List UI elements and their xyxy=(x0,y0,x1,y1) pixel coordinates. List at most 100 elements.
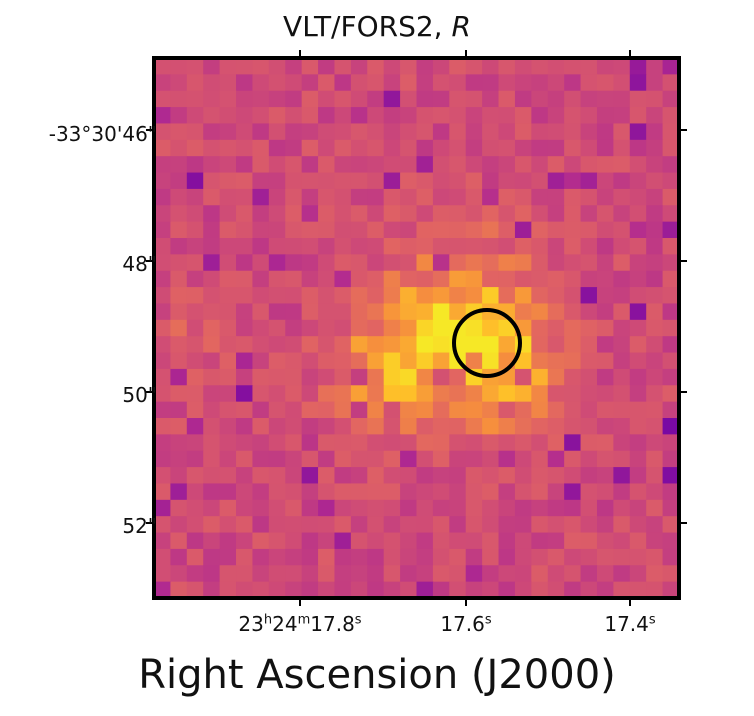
image-pixel xyxy=(465,336,483,354)
image-pixel xyxy=(465,238,483,255)
image-pixel xyxy=(219,139,237,157)
image-pixel xyxy=(482,74,500,92)
image-pixel xyxy=(547,254,565,272)
image-pixel xyxy=(596,368,614,386)
image-pixel xyxy=(186,254,204,272)
image-pixel xyxy=(203,581,221,599)
image-pixel xyxy=(301,270,319,288)
image-pixel xyxy=(449,74,467,92)
image-pixel xyxy=(416,467,434,485)
image-pixel xyxy=(268,336,286,354)
image-pixel xyxy=(531,90,549,108)
image-pixel xyxy=(432,139,450,157)
image-pixel xyxy=(186,565,204,583)
image-pixel xyxy=(219,434,237,452)
image-pixel xyxy=(252,483,270,501)
image-pixel xyxy=(514,123,532,141)
image-pixel xyxy=(514,516,532,534)
image-pixel xyxy=(334,385,352,403)
image-pixel xyxy=(334,221,352,239)
image-pixel xyxy=(154,516,172,534)
image-pixel xyxy=(498,156,516,174)
image-pixel xyxy=(498,516,516,534)
image-pixel xyxy=(154,172,172,190)
image-pixel xyxy=(383,532,401,550)
image-pixel xyxy=(350,467,368,485)
image-pixel xyxy=(416,418,434,435)
image-pixel xyxy=(301,156,319,174)
image-pixel xyxy=(334,270,352,288)
image-pixel xyxy=(170,107,188,125)
image-pixel xyxy=(367,139,385,157)
image-pixel xyxy=(301,483,319,501)
image-pixel xyxy=(662,238,680,255)
image-pixel xyxy=(334,418,352,435)
image-pixel xyxy=(482,336,500,354)
image-pixel xyxy=(498,90,516,108)
image-pixel xyxy=(514,188,532,206)
image-pixel xyxy=(285,319,303,337)
image-pixel xyxy=(203,172,221,190)
image-pixel xyxy=(268,123,286,141)
image-pixel xyxy=(318,352,336,370)
image-pixel xyxy=(154,107,172,125)
image-pixel xyxy=(268,450,286,468)
image-pixel xyxy=(629,254,647,272)
image-pixel xyxy=(350,74,368,92)
image-pixel xyxy=(465,123,483,141)
image-pixel xyxy=(514,172,532,190)
image-pixel xyxy=(465,287,483,305)
image-pixel xyxy=(498,467,516,485)
image-pixel xyxy=(482,483,500,501)
image-pixel xyxy=(367,303,385,321)
image-pixel xyxy=(596,499,614,517)
image-pixel xyxy=(465,483,483,501)
image-pixel xyxy=(449,483,467,501)
image-pixel xyxy=(613,467,631,485)
image-pixel xyxy=(154,450,172,468)
image-pixel xyxy=(400,74,418,92)
image-pixel xyxy=(318,139,336,157)
image-pixel xyxy=(662,516,680,534)
image-pixel xyxy=(646,581,664,599)
image-pixel xyxy=(268,418,286,435)
image-pixel xyxy=(383,139,401,157)
image-pixel xyxy=(416,74,434,92)
image-pixel xyxy=(449,238,467,255)
image-pixel xyxy=(432,156,450,174)
image-pixel xyxy=(318,401,336,419)
image-pixel xyxy=(203,188,221,206)
image-pixel xyxy=(482,58,500,75)
image-pixel xyxy=(432,188,450,206)
image-pixel xyxy=(334,352,352,370)
image-pixel xyxy=(449,467,467,485)
image-pixel xyxy=(465,139,483,157)
image-pixel xyxy=(301,385,319,403)
image-pixel xyxy=(186,238,204,255)
image-pixel xyxy=(547,418,565,435)
image-pixel xyxy=(432,287,450,305)
image-pixel xyxy=(629,483,647,501)
image-pixel xyxy=(186,270,204,288)
image-pixel xyxy=(465,548,483,566)
image-pixel xyxy=(482,581,500,599)
image-pixel xyxy=(268,90,286,108)
image-pixel xyxy=(547,74,565,92)
image-pixel xyxy=(334,336,352,354)
image-pixel xyxy=(531,565,549,583)
image-pixel xyxy=(482,548,500,566)
image-pixel xyxy=(547,352,565,370)
image-pixel xyxy=(203,74,221,92)
x-tick-label-17-8: 23h24m17.8s xyxy=(238,612,362,636)
image-pixel xyxy=(301,401,319,419)
image-pixel xyxy=(629,352,647,370)
image-pixel xyxy=(367,548,385,566)
image-pixel xyxy=(629,221,647,239)
image-pixel xyxy=(285,548,303,566)
image-pixel xyxy=(285,58,303,75)
image-pixel xyxy=(252,385,270,403)
image-pixel xyxy=(662,123,680,141)
image-pixel xyxy=(596,172,614,190)
image-pixel xyxy=(400,467,418,485)
